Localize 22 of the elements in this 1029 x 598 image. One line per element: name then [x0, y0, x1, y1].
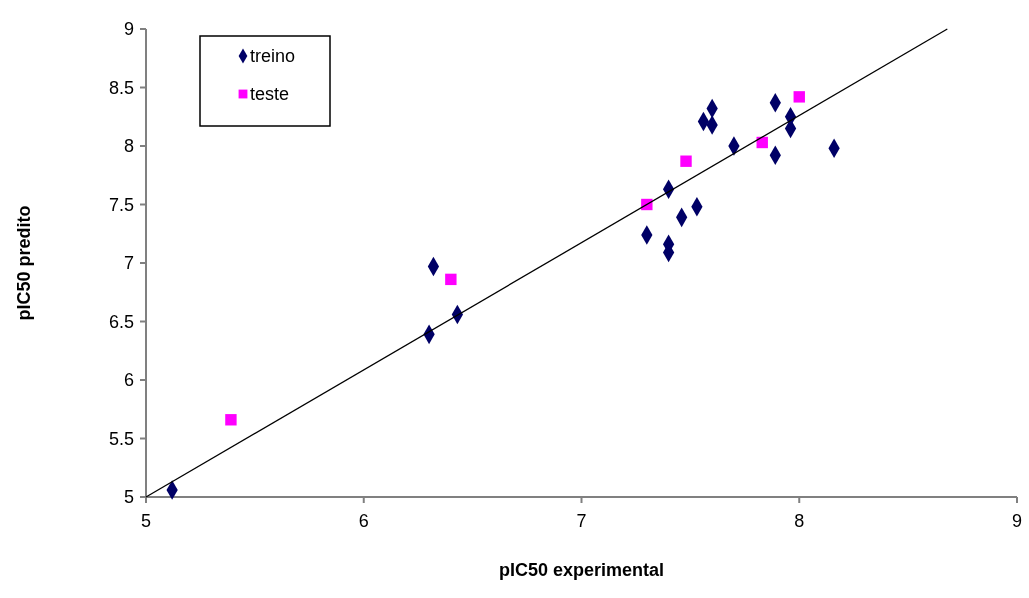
x-tick-label: 6: [358, 511, 369, 531]
x-axis-title: pIC50 experimental: [498, 560, 665, 580]
y-tick-label: 9: [123, 19, 134, 40]
point: [680, 155, 692, 167]
point: [445, 273, 457, 286]
y-tick-label: 8.5: [108, 77, 134, 98]
y-tick-label: 6.5: [108, 311, 134, 332]
y-tick-label: 7: [123, 253, 134, 274]
y-tick-label: 8: [123, 136, 134, 157]
y-tick-label: 5: [123, 487, 134, 508]
y-tick-label: 7.5: [108, 194, 134, 215]
x-tick-label: 5: [140, 511, 152, 531]
y-tick-label: 5.5: [108, 428, 134, 449]
legend-label: teste: [250, 84, 290, 105]
legend-label: treino: [250, 46, 296, 67]
point: [225, 414, 237, 426]
y-tick-label: 6: [123, 370, 134, 391]
point: [793, 91, 805, 103]
x-tick-label: 7: [576, 511, 587, 531]
x-tick-label: 8: [794, 511, 805, 531]
x-tick-label: 9: [1011, 511, 1023, 531]
y-axis-title: pIC50 predito: [14, 205, 34, 321]
